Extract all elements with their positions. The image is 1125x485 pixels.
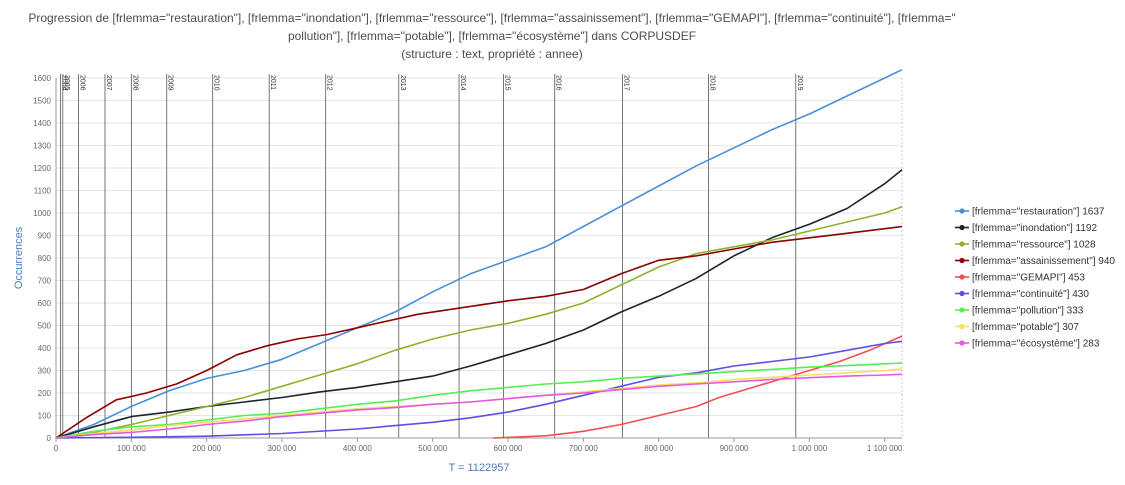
legend-swatch-marker xyxy=(959,274,965,280)
x-tick-label: 500 000 xyxy=(418,444,447,453)
y-tick-label: 1300 xyxy=(33,142,51,151)
legend-swatch-marker xyxy=(959,323,965,330)
year-marker-label: 2011 xyxy=(269,75,276,90)
y-axis-title: Occurrences xyxy=(13,226,25,289)
legend-label: [frlemma="assainissement"] 940 xyxy=(972,256,1115,267)
series-line xyxy=(55,205,903,439)
legend-label: [frlemma="inondation"] 1192 xyxy=(972,223,1097,234)
y-tick-label: 600 xyxy=(38,299,52,308)
year-marker-label: 2013 xyxy=(399,75,406,91)
legend-item[interactable]: [frlemma="potable"] 307 xyxy=(955,322,1079,333)
year-marker-label: 2017 xyxy=(623,75,630,91)
legend-item[interactable]: [frlemma="écosystème"] 283 xyxy=(955,339,1100,350)
x-tick-label: 300 000 xyxy=(268,444,297,453)
legend-item[interactable]: [frlemma="inondation"] 1192 xyxy=(955,223,1097,234)
y-tick-label: 1200 xyxy=(33,164,51,173)
legend-item[interactable]: [frlemma="pollution"] 333 xyxy=(955,306,1084,317)
year-marker-label: 2008 xyxy=(131,75,138,91)
y-tick-label: 400 xyxy=(38,344,52,353)
year-marker-label: 2010 xyxy=(213,75,220,91)
legend: [frlemma="restauration"] 1637 [frlemma="i… xyxy=(955,207,1115,350)
y-tick-label: 1400 xyxy=(33,119,51,128)
legend-label: [frlemma="restauration"] 1637 xyxy=(972,207,1105,218)
year-marker-label: 2005 xyxy=(63,75,70,91)
x-tick-label: 800 000 xyxy=(644,444,673,453)
year-marker-label: 2018 xyxy=(708,75,715,91)
axes: 0 100 200 300 400 500 600 700 800 900 1000 1100 1200… xyxy=(33,74,903,453)
x-tick-label: 0 xyxy=(54,444,59,453)
y-tick-label: 0 xyxy=(47,434,52,443)
series-line xyxy=(55,169,903,439)
legend-label: [frlemma="écosystème"] 283 xyxy=(972,339,1100,350)
legend-swatch-marker xyxy=(959,224,965,231)
legend-label: [frlemma="GEMAPI"] 453 xyxy=(972,273,1085,284)
y-tick-label: 700 xyxy=(38,277,52,286)
legend-label: [frlemma="continuité"] 430 xyxy=(972,289,1089,300)
x-axis-title: T = 1122957 xyxy=(448,462,509,474)
series-line xyxy=(55,68,903,439)
legend-label: [frlemma="pollution"] 333 xyxy=(972,306,1084,317)
grid xyxy=(56,77,902,439)
series-line xyxy=(55,362,903,439)
series-line xyxy=(55,373,903,439)
legend-label: [frlemma="potable"] 307 xyxy=(972,322,1079,333)
year-marker-label: 2004 xyxy=(61,75,68,91)
legend-label: [frlemma="ressource"] 1028 xyxy=(972,240,1096,251)
y-tick-label: 1600 xyxy=(33,74,51,83)
year-marker-label: 2012 xyxy=(326,75,333,91)
x-tick-label: 400 000 xyxy=(343,444,372,453)
y-tick-label: 100 xyxy=(38,412,52,421)
series-line xyxy=(55,225,903,439)
legend-item[interactable]: [frlemma="continuité"] 430 xyxy=(955,289,1089,300)
legend-swatch-marker xyxy=(959,208,965,214)
legend-item[interactable]: [frlemma="restauration"] 1637 xyxy=(955,207,1105,218)
chart-title-line-1: Progression de [frlemma="restauration"],… xyxy=(28,11,955,25)
legend-swatch-marker xyxy=(959,290,965,297)
y-tick-label: 800 xyxy=(38,254,52,263)
legend-item[interactable]: [frlemma="GEMAPI"] 453 xyxy=(955,273,1085,284)
chart-title-line-2: pollution"], [frlemma="potable"], [frlem… xyxy=(288,29,696,43)
year-marker-label: 2009 xyxy=(167,75,174,91)
legend-swatch-marker xyxy=(959,241,965,247)
legend-swatch-marker xyxy=(959,257,965,264)
legend-swatch-marker xyxy=(959,340,965,346)
y-tick-label: 300 xyxy=(38,367,52,376)
x-tick-label: 900 000 xyxy=(720,444,749,453)
year-marker-label: 2015 xyxy=(504,75,511,91)
x-tick-label: 600 000 xyxy=(494,444,523,453)
y-tick-label: 1000 xyxy=(33,209,51,218)
y-tick-label: 500 xyxy=(38,322,52,331)
y-tick-label: 1100 xyxy=(34,187,52,196)
y-tick-label: 1500 xyxy=(33,97,51,106)
x-tick-label: 100 000 xyxy=(117,444,146,453)
year-marker-label: 2014 xyxy=(459,75,466,91)
year-marker-label: 2016 xyxy=(555,75,562,91)
series-line xyxy=(492,335,903,439)
year-marker-label: 2007 xyxy=(105,75,112,91)
legend-swatch-marker xyxy=(959,307,965,313)
y-tick-label: 900 xyxy=(38,232,52,241)
x-tick-label: 1 100 000 xyxy=(867,444,903,453)
series-lines xyxy=(55,68,903,439)
x-tick-label: 1 000 000 xyxy=(792,444,828,453)
year-marker-label: 2019 xyxy=(796,75,803,91)
chart-title-line-3: (structure : text, propriété : annee) xyxy=(401,47,582,61)
legend-item[interactable]: [frlemma="assainissement"] 940 xyxy=(955,256,1115,267)
series-line xyxy=(55,340,903,439)
year-marker-label: 2006 xyxy=(79,75,86,91)
y-tick-label: 200 xyxy=(38,389,52,398)
legend-item[interactable]: [frlemma="ressource"] 1028 xyxy=(955,240,1096,251)
x-tick-label: 700 000 xyxy=(569,444,598,453)
x-tick-label: 200 000 xyxy=(192,444,221,453)
